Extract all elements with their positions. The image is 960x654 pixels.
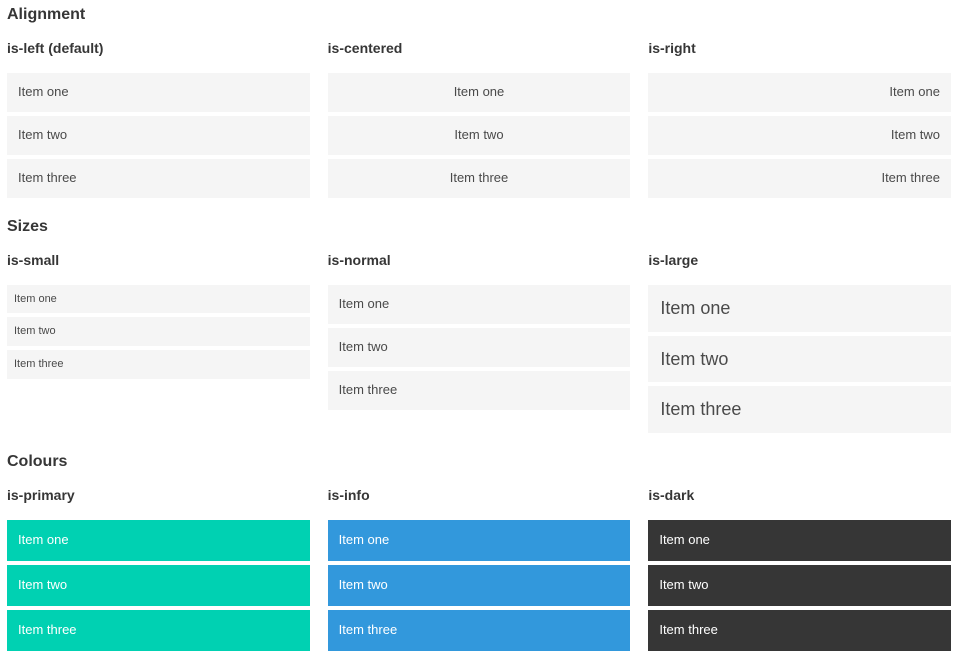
list-item: Item two xyxy=(7,317,310,347)
section-title-sizes: Sizes xyxy=(7,217,48,235)
list-item: Item one xyxy=(327,519,631,561)
list-item: Item two xyxy=(327,327,631,367)
colours-columns-row: is-primary Item one Item two Item three … xyxy=(7,486,951,654)
list-item: Item one xyxy=(327,284,631,324)
section-sizes: Sizes is-small Item one Item two Item th… xyxy=(7,217,951,437)
column-is-large: is-large Item one Item two Item three xyxy=(648,251,951,437)
section-title-alignment: Alignment xyxy=(7,6,86,23)
list-item: Item three xyxy=(7,158,310,198)
list-is-dark: Item one Item two Item three xyxy=(648,519,951,651)
list-item: Item three xyxy=(648,386,951,433)
list-item: Item three xyxy=(327,370,631,410)
section-title-colours: Colours xyxy=(7,452,68,470)
list-item: Item three xyxy=(327,158,631,198)
list-item: Item two xyxy=(7,564,310,606)
list-is-left: Item one Item two Item three xyxy=(7,73,310,198)
list-is-normal: Item one Item two Item three xyxy=(327,284,631,410)
list-is-right: Item one Item two Item three xyxy=(648,73,951,198)
column-subtitle-is-small: is-small xyxy=(7,251,60,268)
section-colours: Colours is-primary Item one Item two Ite… xyxy=(7,452,951,654)
list-item: Item two xyxy=(648,335,951,383)
list-item: Item three xyxy=(327,609,631,651)
list-item: Item two xyxy=(7,115,310,155)
section-alignment: Alignment is-left (default) Item one Ite… xyxy=(7,5,951,202)
list-is-small: Item one Item two Item three xyxy=(7,284,310,379)
list-item: Item two xyxy=(648,115,951,155)
column-subtitle-is-normal: is-normal xyxy=(327,251,391,268)
column-is-small: is-small Item one Item two Item three xyxy=(7,251,310,437)
list-is-primary: Item one Item two Item three xyxy=(7,519,310,651)
column-is-right: is-right Item one Item two Item three xyxy=(648,39,951,202)
list-is-info: Item one Item two Item three xyxy=(327,519,631,651)
list-item: Item one xyxy=(648,284,951,332)
column-subtitle-is-left: is-left (default) xyxy=(7,40,104,56)
list-is-large: Item one Item two Item three xyxy=(648,284,951,433)
list-item: Item three xyxy=(648,609,951,651)
list-item: Item one xyxy=(7,73,310,112)
column-subtitle-is-right: is-right xyxy=(648,40,696,56)
list-item: Item one xyxy=(7,519,310,561)
column-is-info: is-info Item one Item two Item three xyxy=(327,486,631,654)
list-item: Item two xyxy=(648,564,951,606)
column-is-centered: is-centered Item one Item two Item three xyxy=(327,39,631,202)
list-is-centered: Item one Item two Item three xyxy=(327,73,631,198)
sizes-columns-row: is-small Item one Item two Item three is… xyxy=(7,251,951,437)
list-item: Item two xyxy=(327,564,631,606)
column-subtitle-is-primary: is-primary xyxy=(7,486,75,503)
column-subtitle-is-info: is-info xyxy=(327,486,370,503)
column-subtitle-is-large: is-large xyxy=(648,251,699,268)
column-is-dark: is-dark Item one Item two Item three xyxy=(648,486,951,654)
column-is-left: is-left (default) Item one Item two Item… xyxy=(7,39,310,202)
list-item: Item three xyxy=(648,158,951,198)
list-item: Item three xyxy=(7,350,310,379)
list-item: Item two xyxy=(327,115,631,155)
list-item: Item one xyxy=(327,73,631,112)
column-subtitle-is-dark: is-dark xyxy=(648,486,695,503)
column-is-normal: is-normal Item one Item two Item three xyxy=(327,251,631,437)
list-item: Item one xyxy=(648,73,951,112)
column-subtitle-is-centered: is-centered xyxy=(327,40,403,56)
alignment-columns-row: is-left (default) Item one Item two Item… xyxy=(7,39,951,202)
column-is-primary: is-primary Item one Item two Item three xyxy=(7,486,310,654)
list-item: Item three xyxy=(7,609,310,651)
list-item: Item one xyxy=(648,519,951,561)
list-item: Item one xyxy=(7,284,310,314)
